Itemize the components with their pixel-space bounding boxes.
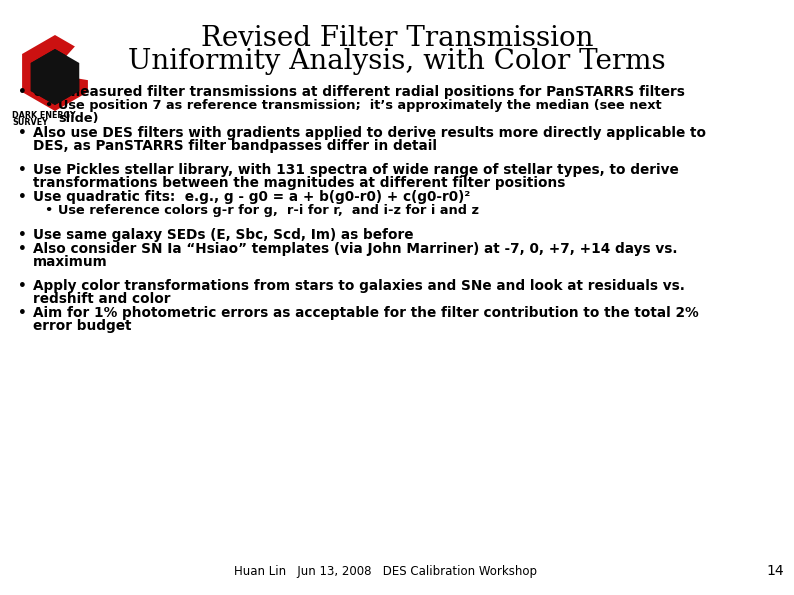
- Text: Uniformity Analysis, with Color Terms: Uniformity Analysis, with Color Terms: [128, 48, 666, 75]
- Text: transformations between the magnitudes at different filter positions: transformations between the magnitudes a…: [33, 176, 565, 190]
- Text: •: •: [17, 306, 26, 320]
- Polygon shape: [31, 49, 79, 105]
- Text: Use quadratic fits:  e.g., g - g0 = a + b(g0-r0) + c(g0-r0)²: Use quadratic fits: e.g., g - g0 = a + b…: [33, 190, 470, 204]
- Text: Apply color transformations from stars to galaxies and SNe and look at residuals: Apply color transformations from stars t…: [33, 279, 685, 293]
- Text: •: •: [17, 190, 26, 204]
- Text: •: •: [17, 279, 26, 293]
- Text: slide): slide): [58, 112, 98, 125]
- Polygon shape: [22, 35, 88, 111]
- Text: Aim for 1% photometric errors as acceptable for the filter contribution to the t: Aim for 1% photometric errors as accepta…: [33, 306, 699, 320]
- Text: DES, as PanSTARRS filter bandpasses differ in detail: DES, as PanSTARRS filter bandpasses diff…: [33, 139, 437, 153]
- Text: error budget: error budget: [33, 319, 132, 333]
- Text: redshift and color: redshift and color: [33, 292, 171, 306]
- Text: •: •: [17, 126, 26, 140]
- Polygon shape: [31, 49, 79, 105]
- Text: •: •: [17, 163, 26, 177]
- Text: Also consider SN Ia “Hsiao” templates (via John Marriner) at -7, 0, +7, +14 days: Also consider SN Ia “Hsiao” templates (v…: [33, 242, 677, 256]
- Text: •: •: [17, 85, 26, 99]
- Text: Huan Lin   Jun 13, 2008   DES Calibration Workshop: Huan Lin Jun 13, 2008 DES Calibration Wo…: [233, 565, 537, 578]
- Text: Revised Filter Transmission: Revised Filter Transmission: [201, 25, 593, 52]
- Text: Use Pickles stellar library, with 131 spectra of wide range of stellar types, to: Use Pickles stellar library, with 131 sp…: [33, 163, 679, 177]
- Text: •: •: [44, 99, 52, 112]
- Text: •: •: [17, 228, 26, 242]
- Polygon shape: [60, 13, 105, 83]
- Text: maximum: maximum: [33, 255, 108, 269]
- Text: •: •: [17, 242, 26, 256]
- Text: Use same galaxy SEDs (E, Sbc, Scd, Im) as before: Use same galaxy SEDs (E, Sbc, Scd, Im) a…: [33, 228, 414, 242]
- Text: Also use DES filters with gradients applied to derive results more directly appl: Also use DES filters with gradients appl…: [33, 126, 706, 140]
- Text: Use reference colors g-r for g,  r-i for r,  and i-z for i and z: Use reference colors g-r for g, r-i for …: [58, 204, 479, 217]
- Text: Use position 7 as reference transmission;  it’s approximately the median (see ne: Use position 7 as reference transmission…: [58, 99, 661, 112]
- Text: 14: 14: [766, 564, 784, 578]
- Text: DARK ENERGY: DARK ENERGY: [12, 111, 75, 120]
- Text: •: •: [44, 204, 52, 217]
- Text: SURVEY: SURVEY: [12, 118, 48, 127]
- Text: Use measured filter transmissions at different radial positions for PanSTARRS fi: Use measured filter transmissions at dif…: [33, 85, 685, 99]
